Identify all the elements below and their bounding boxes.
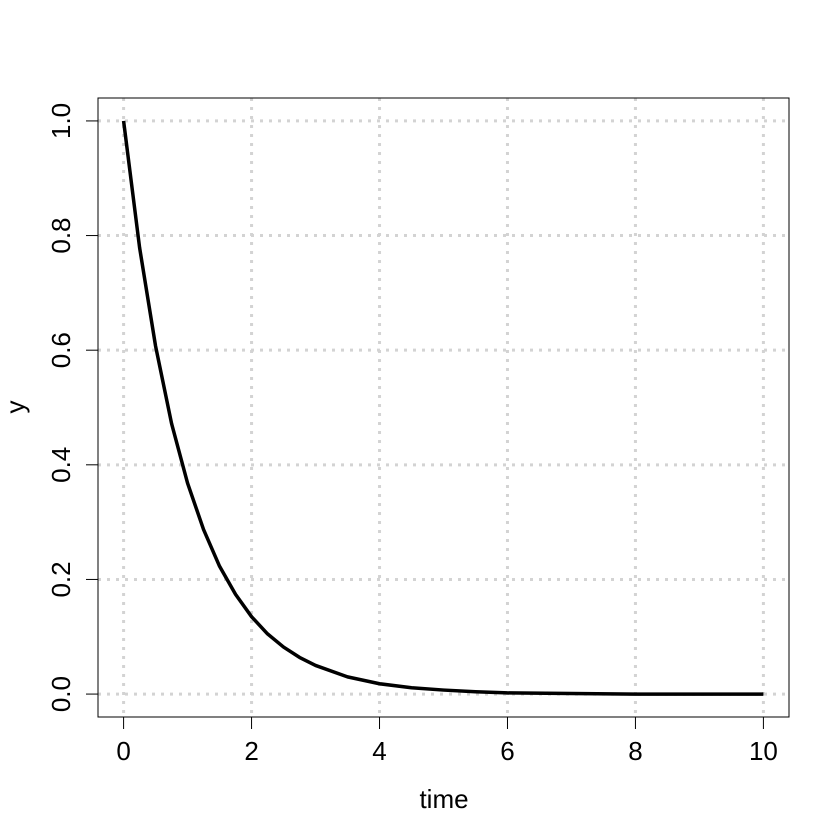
- y-tick-label: 1.0: [46, 103, 76, 139]
- data-line: [121, 120, 764, 696]
- y-tick-label: 0.6: [46, 332, 76, 368]
- x-tick-label: 0: [116, 736, 130, 766]
- y-tick-label: 0.4: [46, 447, 76, 483]
- x-tick-label: 2: [244, 736, 258, 766]
- y-tick-label: 0.0: [46, 676, 76, 712]
- x-axis-label: time: [419, 784, 468, 814]
- y-tick-label: 0.2: [46, 561, 76, 597]
- x-tick-label: 10: [749, 736, 778, 766]
- y-tick-label: 0.8: [46, 217, 76, 253]
- plot-frame: [97, 97, 790, 718]
- x-tick-label: 8: [628, 736, 642, 766]
- x-tick-label: 4: [372, 736, 386, 766]
- y-axis-label: y: [0, 401, 30, 414]
- x-tick-label: 6: [500, 736, 514, 766]
